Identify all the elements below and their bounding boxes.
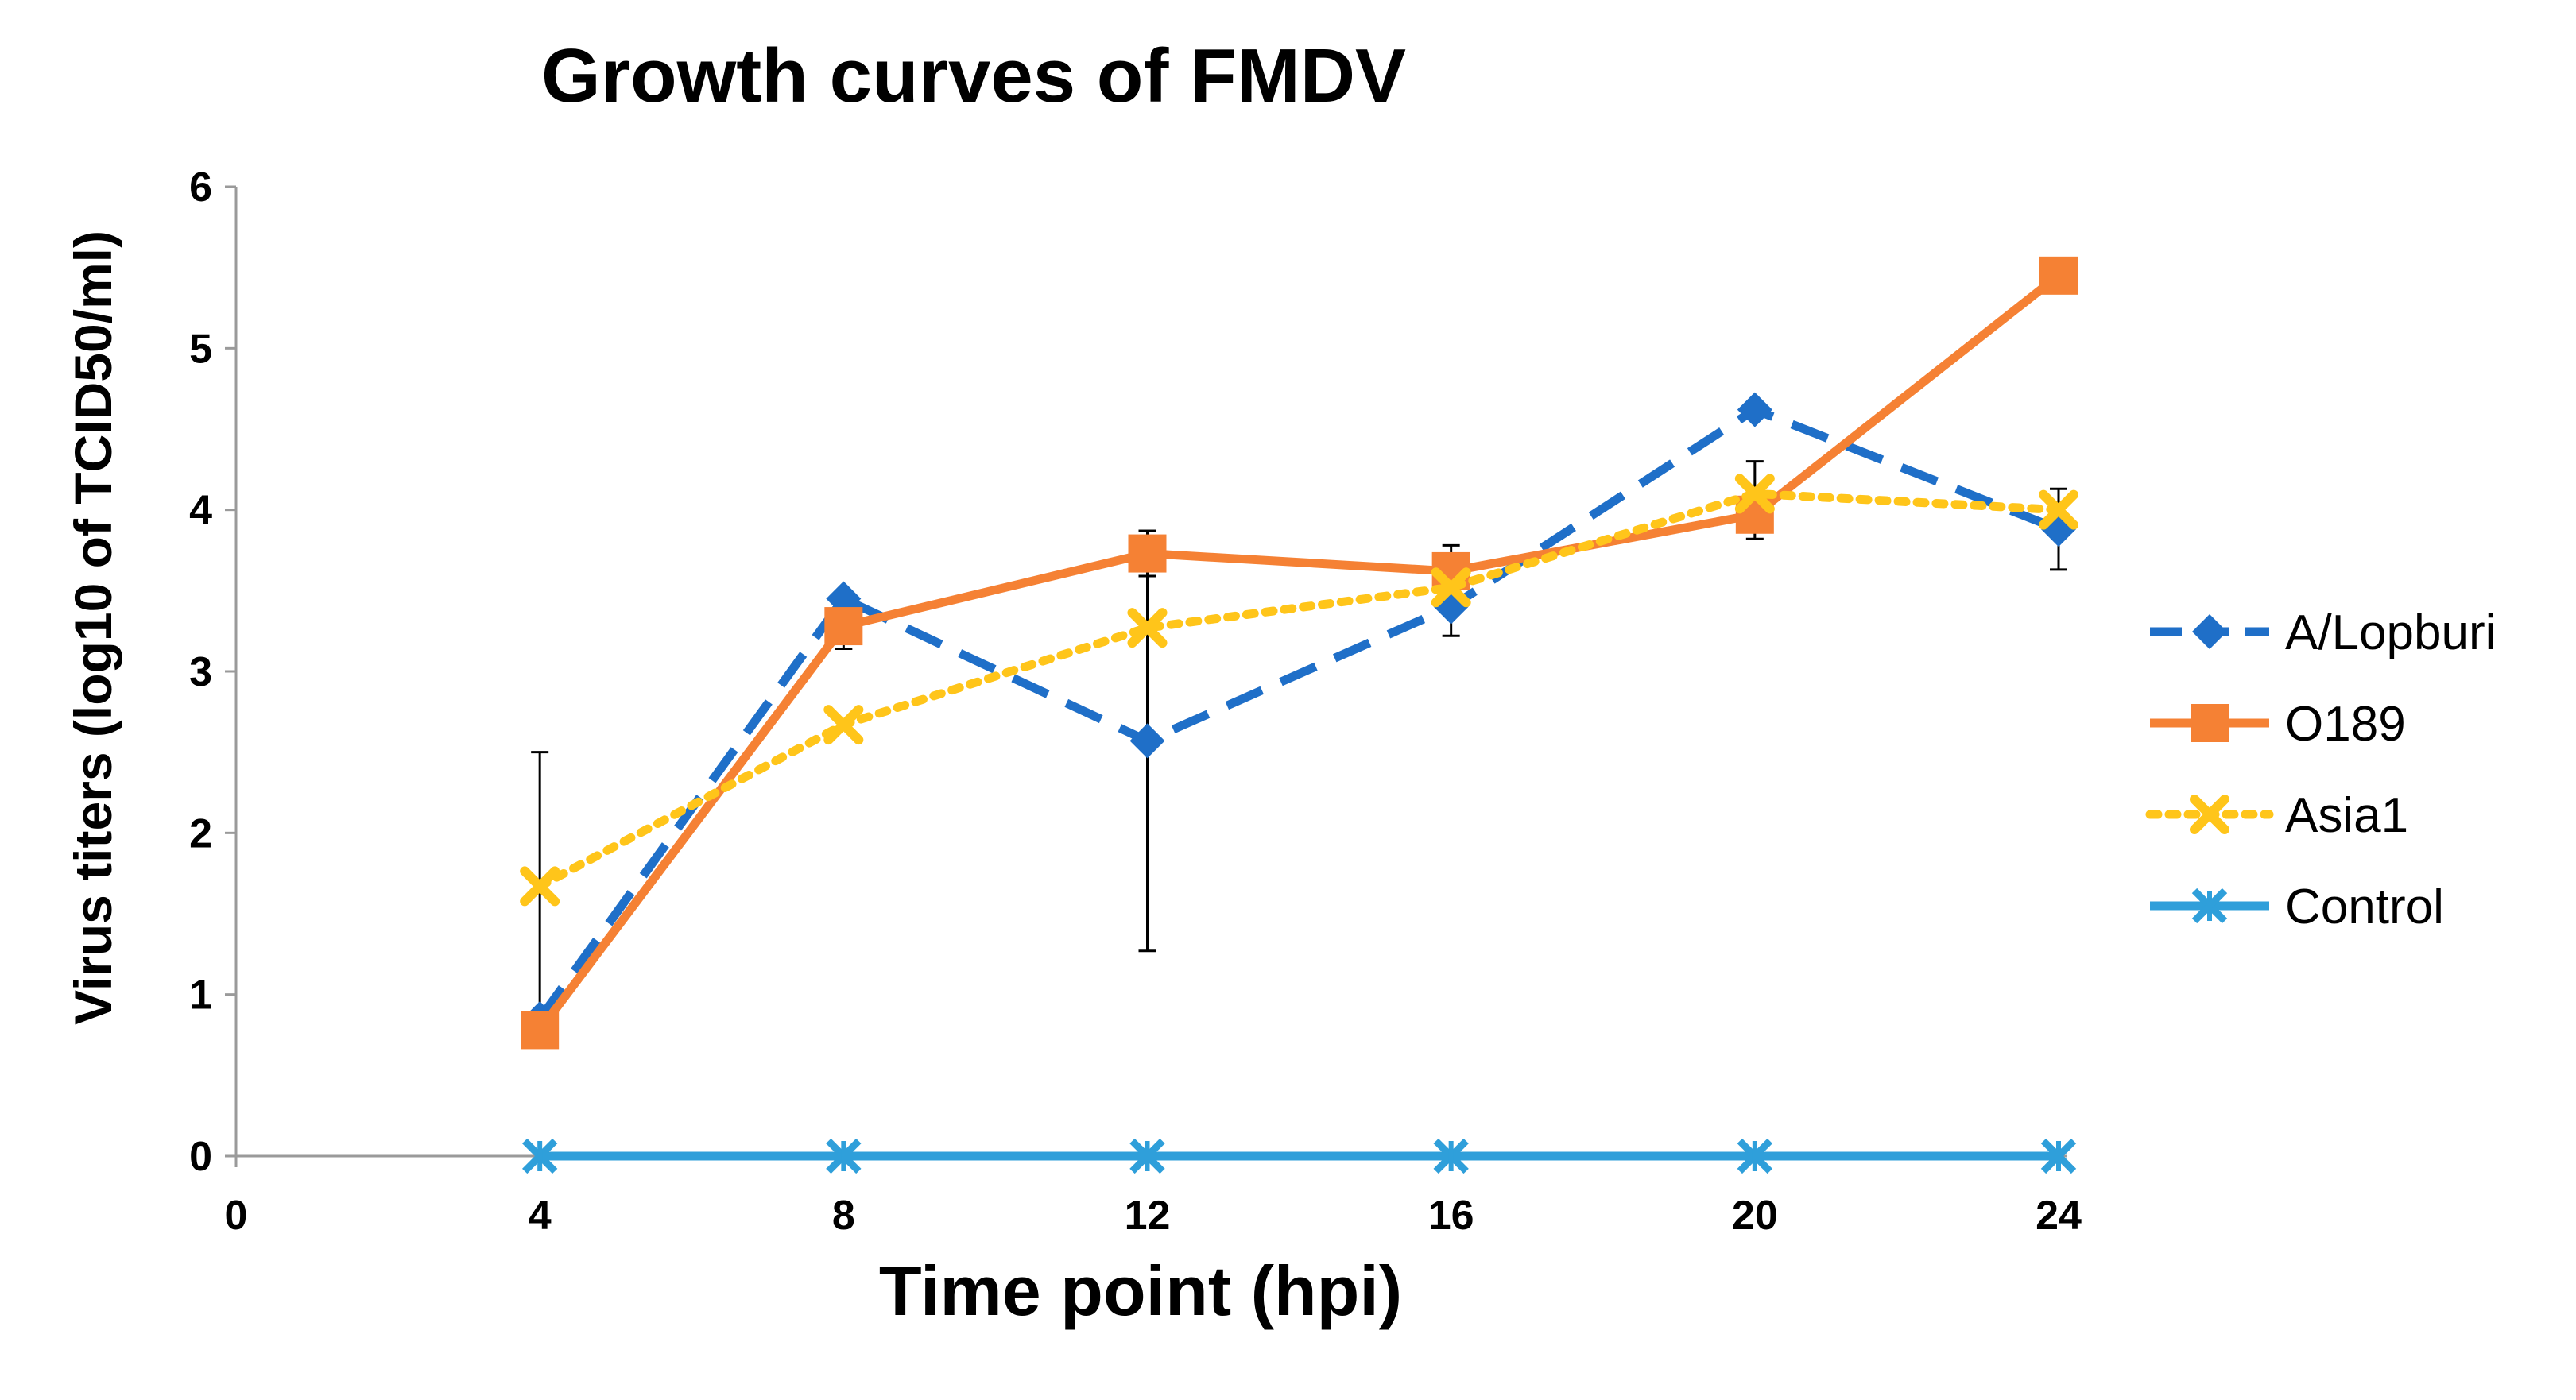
data-point-asia1 <box>1431 567 1471 608</box>
data-point-o189 <box>824 607 863 646</box>
data-point-asia1 <box>520 866 560 907</box>
legend-marker <box>2191 888 2228 924</box>
series-line-a-lopburi <box>536 405 2061 1022</box>
legend-marker <box>2192 614 2227 649</box>
data-point-asia1 <box>2039 489 2078 530</box>
data-point-a-lopburi <box>1737 392 1772 427</box>
x-tick-label: 20 <box>1732 1193 1778 1239</box>
x-tick-label: 8 <box>832 1193 855 1239</box>
y-tick-label: 0 <box>189 1134 212 1180</box>
data-point-control <box>1433 1138 1469 1174</box>
y-tick-label: 5 <box>189 326 212 372</box>
legend-label: Asia1 <box>2285 788 2408 843</box>
legend-label: A/Lopburi <box>2285 605 2496 660</box>
y-tick-label: 6 <box>189 164 212 211</box>
data-point-asia1 <box>1734 474 1775 514</box>
data-point-control <box>1737 1138 1773 1174</box>
data-point-o189 <box>2039 256 2078 295</box>
marker-stroke <box>2190 795 2229 834</box>
legend-marker <box>2190 795 2229 834</box>
marker-stroke <box>823 705 864 745</box>
data-point-o189 <box>521 1011 560 1050</box>
x-tick-label: 16 <box>1428 1193 1474 1239</box>
data-point-control <box>2040 1138 2077 1174</box>
legend-item-o189: O189 <box>2150 697 2406 752</box>
y-tick-label: 2 <box>189 810 212 857</box>
x-tick-label: 4 <box>529 1193 552 1239</box>
chart-title: Growth curves of FMDV <box>541 33 1406 118</box>
data-point-a-lopburi <box>1129 723 1165 759</box>
x-tick-label: 24 <box>2036 1193 2082 1239</box>
data-point-o189 <box>1128 534 1167 573</box>
legend-label: O189 <box>2285 697 2406 752</box>
x-tick-label: 0 <box>225 1193 248 1239</box>
y-tick-label: 3 <box>189 649 212 695</box>
y-tick-label: 4 <box>189 488 212 534</box>
legend: A/Lopburi O189 Asia1 Control <box>2145 605 2496 934</box>
marker-stroke <box>1431 567 1471 608</box>
series-line-o189 <box>536 272 2062 1033</box>
legend-item-a-lopburi: A/Lopburi <box>2150 605 2496 660</box>
series-line-asia1 <box>535 489 2063 891</box>
data-point-asia1 <box>1127 608 1168 648</box>
y-axis-label: Virus titers (log10 of TCID50/ml) <box>64 230 122 1025</box>
marker-stroke <box>1127 608 1168 648</box>
data-point-control <box>826 1138 862 1174</box>
y-tick-label: 1 <box>189 973 212 1019</box>
data-point-asia1 <box>823 705 864 745</box>
marker-stroke <box>520 866 560 907</box>
x-axis-label: Time point (hpi) <box>879 1251 1402 1330</box>
marker-stroke <box>1734 474 1775 514</box>
legend-label: Control <box>2285 880 2444 934</box>
data-point-control <box>1129 1138 1165 1174</box>
legend-marker <box>2191 704 2229 742</box>
data-point-control <box>521 1138 558 1174</box>
x-tick-label: 12 <box>1125 1193 1171 1239</box>
legend-item-asia1: Asia1 <box>2145 788 2408 843</box>
legend-item-control: Control <box>2150 880 2444 934</box>
marker-stroke <box>2039 489 2078 530</box>
